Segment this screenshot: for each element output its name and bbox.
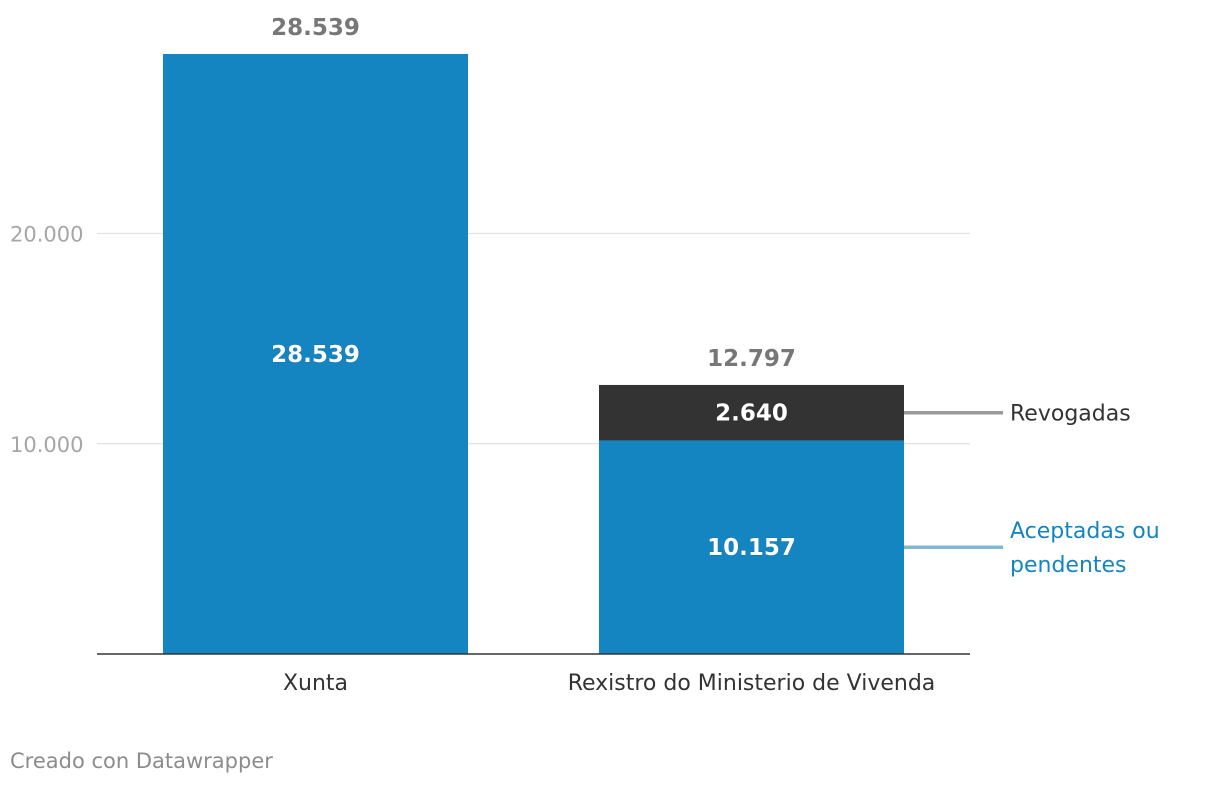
legend-label: Revogadas — [1010, 402, 1131, 427]
y-tick-label: 10.000 — [10, 433, 83, 457]
legend-label: Aceptadas ou pendentes — [1010, 519, 1160, 578]
bar-segment — [599, 440, 904, 654]
bar-segment — [163, 54, 468, 654]
x-tick-label: Xunta — [283, 671, 348, 696]
bar-segment — [599, 384, 904, 441]
y-tick-label: 20.000 — [10, 223, 83, 247]
x-tick-label: Rexistro do Ministerio de Vivenda — [568, 671, 936, 696]
total-label: 12.797 — [707, 346, 796, 372]
total-label: 28.539 — [271, 15, 360, 41]
data-label: 2.640 — [715, 401, 788, 427]
credit-text: Creado con Datawrapper — [10, 749, 273, 773]
data-label: 10.157 — [707, 535, 796, 561]
data-label: 28.539 — [271, 342, 360, 368]
